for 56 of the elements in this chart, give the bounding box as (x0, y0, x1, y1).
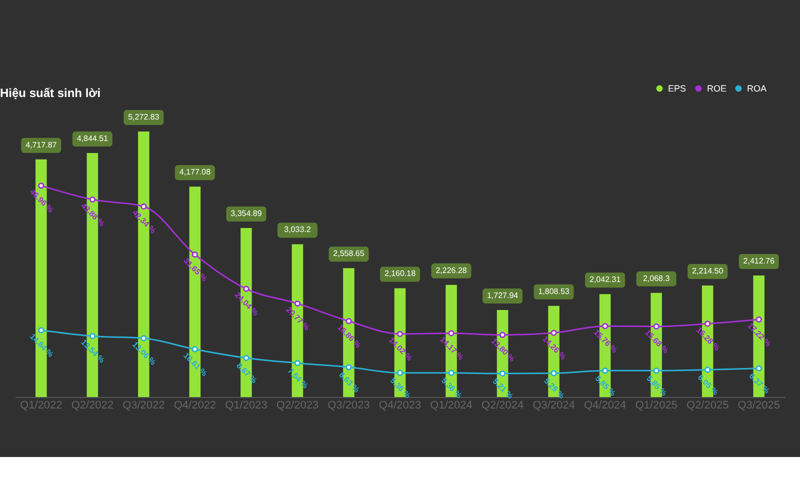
point (38, 327, 44, 334)
point (294, 360, 301, 366)
point (704, 366, 711, 373)
point (38, 182, 44, 189)
point (653, 368, 660, 374)
data-label: 2,558.65 (333, 249, 365, 258)
data-label: 4,717.87 (26, 140, 58, 150)
data-label: 6.37 % (747, 372, 772, 396)
data-label: 5.85 % (644, 374, 669, 398)
data-label: 6.63 % (337, 370, 362, 394)
point (192, 251, 198, 258)
legend-label: ROA (747, 84, 767, 94)
point (448, 370, 454, 376)
data-label: 2,068.3 (642, 274, 670, 283)
point (346, 318, 352, 324)
data-label: 1,727.94 (486, 290, 519, 300)
point (756, 365, 762, 372)
point (653, 323, 660, 330)
data-label: 2,042.31 (589, 275, 622, 284)
legend-label: ROE (707, 84, 727, 94)
data-label: 4,177.08 (179, 168, 212, 177)
point (89, 332, 96, 340)
point (550, 330, 557, 336)
point (499, 332, 506, 338)
legend-label: EPS (668, 84, 686, 94)
data-label: 1,808.53 (538, 286, 570, 296)
point (602, 322, 608, 330)
point (140, 203, 147, 210)
data-label: 6.05 % (696, 372, 720, 397)
point (346, 364, 352, 370)
data-label: 2,160.18 (384, 269, 416, 278)
point (550, 370, 557, 376)
point (448, 330, 454, 336)
data-label: 5.85 % (593, 374, 618, 398)
data-label: 8.67 % (234, 361, 259, 386)
data-label: 2,226.28 (436, 266, 468, 275)
data-label: 5.29 % (542, 376, 566, 400)
chart-title: Hiệu suất sinh lời (0, 86, 101, 100)
point (140, 335, 147, 342)
point (756, 316, 762, 323)
point (243, 286, 250, 292)
point (602, 368, 608, 374)
data-label: 3,354.89 (230, 209, 262, 218)
point (396, 370, 404, 376)
data-label: 2,412.76 (743, 256, 775, 266)
data-label: 2,214.50 (692, 266, 724, 276)
point (704, 320, 711, 327)
point (89, 196, 96, 203)
data-label: 5,272.83 (128, 112, 160, 122)
point (499, 370, 506, 377)
point (243, 354, 250, 362)
data-label: 3,033.2 (284, 225, 312, 234)
data-label: 4,844.51 (76, 134, 109, 144)
point (396, 330, 404, 337)
point (192, 346, 198, 352)
point (294, 300, 301, 307)
